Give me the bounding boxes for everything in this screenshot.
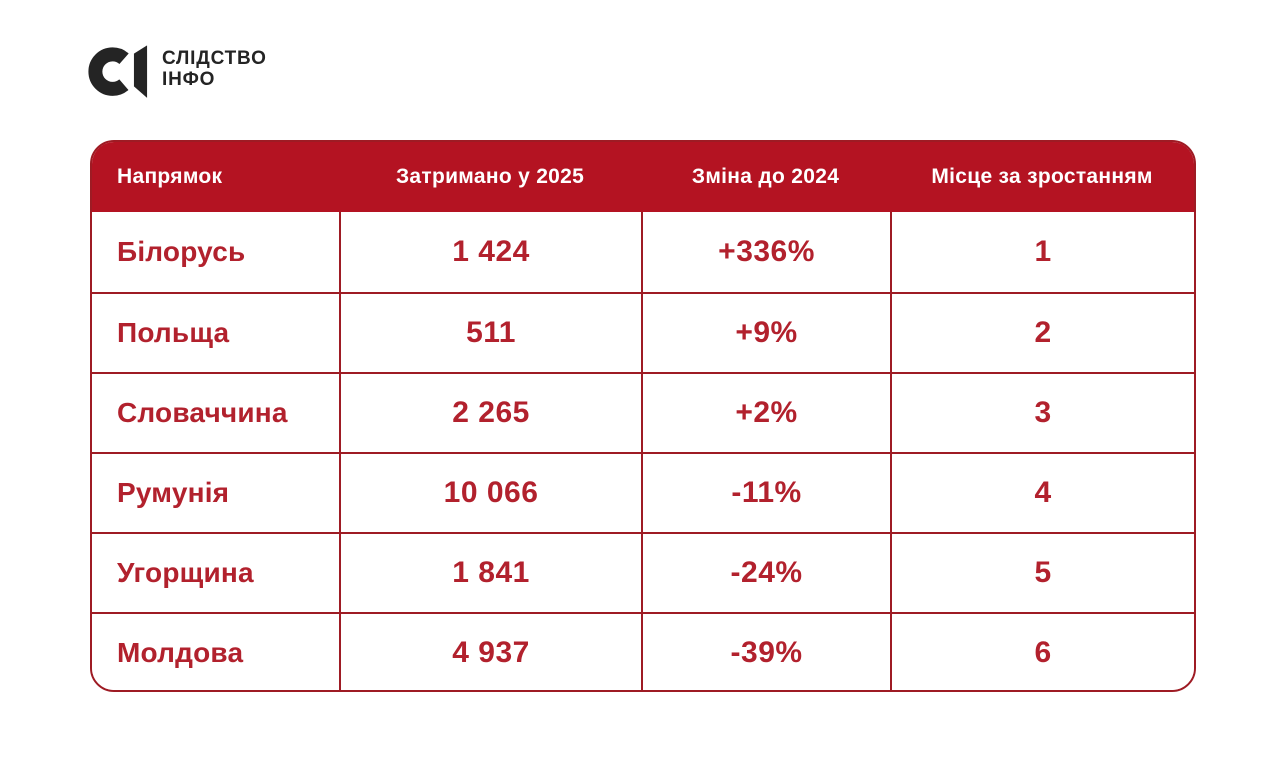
cell-rank: 3 (890, 374, 1194, 452)
cell-change: -24% (641, 534, 890, 612)
cell-country: Словаччина (117, 397, 288, 428)
header-cell-change-2024: Зміна до 2024 (691, 165, 840, 188)
cell-detained: 1 424 (339, 212, 641, 292)
cell-detained: 2 265 (339, 374, 641, 452)
cell-country: Румунія (117, 477, 230, 508)
table-body: Білорусь 1 424 +336% 1 Польща 511 +9% 2 … (92, 212, 1194, 690)
cell-detained: 10 066 (339, 454, 641, 532)
cell-change: -11% (641, 454, 890, 532)
header-cell-detained-2025: Затримано у 2025 (395, 165, 585, 188)
cell-country: Угорщина (117, 557, 254, 588)
cell-country: Білорусь (117, 236, 246, 267)
brand-logo-line1: СЛІДСТВО (162, 48, 267, 70)
brand-logo-line2: ІНФО (162, 69, 216, 90)
cell-country: Польща (117, 317, 230, 348)
table-row: Словаччина 2 265 +2% 3 (92, 372, 1194, 452)
cell-change: -39% (641, 614, 890, 690)
cell-detained: 1 841 (339, 534, 641, 612)
table-row: Білорусь 1 424 +336% 1 (92, 212, 1194, 292)
table-row: Румунія 10 066 -11% 4 (92, 452, 1194, 532)
cell-change: +336% (641, 212, 890, 292)
cell-rank: 5 (890, 534, 1194, 612)
cell-rank: 2 (890, 294, 1194, 372)
table-row: Молдова 4 937 -39% 6 (92, 612, 1194, 690)
table-row: Польща 511 +9% 2 (92, 292, 1194, 372)
cell-change: +2% (641, 374, 890, 452)
cell-rank: 6 (890, 614, 1194, 690)
cell-country: Молдова (117, 637, 244, 668)
cell-change: +9% (641, 294, 890, 372)
table-row: Угорщина 1 841 -24% 5 (92, 532, 1194, 612)
cell-detained: 4 937 (339, 614, 641, 690)
ci-logo-icon (88, 45, 148, 98)
detentions-table: Напрямок Затримано у 2025 Зміна до 2024 … (90, 140, 1196, 692)
cell-detained: 511 (339, 294, 641, 372)
brand-logo: СЛІДСТВО ІНФО (88, 40, 267, 100)
cell-rank: 1 (890, 212, 1194, 292)
header-cell-direction: Напрямок (117, 165, 223, 188)
table-header-row: Напрямок Затримано у 2025 Зміна до 2024 … (92, 142, 1194, 212)
cell-rank: 4 (890, 454, 1194, 532)
header-cell-rank-growth: Місце за зростанням (931, 165, 1153, 188)
brand-logo-text: СЛІДСТВО ІНФО (162, 49, 267, 90)
